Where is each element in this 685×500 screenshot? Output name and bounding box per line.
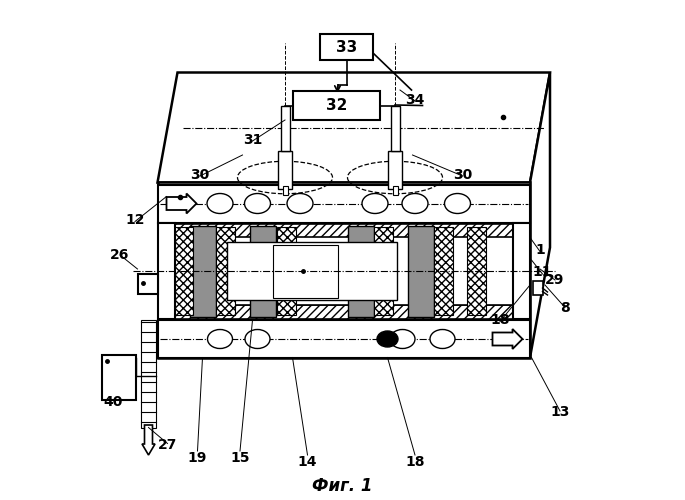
FancyArrow shape (493, 329, 523, 349)
Ellipse shape (207, 194, 233, 214)
Ellipse shape (245, 194, 271, 214)
Text: 40: 40 (104, 396, 123, 409)
Text: 31: 31 (242, 133, 262, 147)
Bar (273, 245, 338, 298)
Text: 19: 19 (188, 450, 207, 464)
Bar (138, 274, 158, 294)
Bar (227, 242, 397, 300)
Bar (277, 228, 295, 315)
Text: 26: 26 (110, 248, 129, 262)
Bar (390, 106, 399, 151)
Bar (190, 226, 216, 316)
Text: 34: 34 (406, 93, 425, 107)
Text: 29: 29 (545, 273, 564, 287)
Text: 18: 18 (406, 456, 425, 469)
Bar (158, 224, 530, 237)
Bar (158, 305, 530, 319)
Ellipse shape (390, 330, 415, 348)
Text: 15: 15 (230, 450, 250, 464)
Ellipse shape (445, 194, 471, 214)
Bar (512, 224, 530, 319)
Bar (158, 182, 530, 358)
Text: Фиг. 1: Фиг. 1 (312, 477, 373, 495)
Bar (532, 281, 543, 295)
Ellipse shape (430, 330, 455, 348)
Bar (101, 355, 136, 400)
Bar (250, 226, 276, 316)
Polygon shape (158, 72, 550, 182)
Text: 13: 13 (550, 406, 570, 419)
Bar (388, 151, 402, 188)
FancyArrow shape (142, 425, 155, 455)
Bar (158, 320, 530, 358)
FancyArrow shape (166, 194, 197, 214)
Text: 14: 14 (298, 456, 317, 469)
Text: 8: 8 (560, 300, 570, 314)
Bar (278, 151, 292, 188)
Bar (292, 91, 380, 120)
Polygon shape (530, 72, 550, 358)
Ellipse shape (208, 330, 232, 348)
Text: 1: 1 (535, 243, 545, 257)
Text: 18: 18 (490, 313, 510, 327)
Bar (347, 226, 373, 316)
Bar (216, 228, 235, 315)
Bar (158, 224, 175, 319)
Text: 27: 27 (158, 438, 177, 452)
Bar (280, 106, 290, 151)
Bar (408, 226, 434, 316)
Bar (141, 320, 156, 428)
Text: 32: 32 (326, 98, 347, 113)
Ellipse shape (377, 331, 398, 347)
Text: 30: 30 (190, 168, 210, 182)
Bar (158, 185, 530, 222)
Ellipse shape (245, 330, 270, 348)
Bar (393, 186, 397, 195)
Bar (282, 186, 288, 195)
Bar (320, 34, 373, 60)
Text: 11: 11 (533, 266, 552, 280)
Ellipse shape (402, 194, 428, 214)
Bar (434, 228, 453, 315)
Bar (373, 228, 393, 315)
Bar (466, 228, 486, 315)
Bar (158, 238, 530, 305)
Bar (174, 228, 193, 315)
Ellipse shape (362, 194, 388, 214)
Text: 33: 33 (336, 40, 357, 54)
Ellipse shape (287, 194, 313, 214)
Text: 30: 30 (453, 168, 472, 182)
Text: 12: 12 (125, 213, 145, 227)
